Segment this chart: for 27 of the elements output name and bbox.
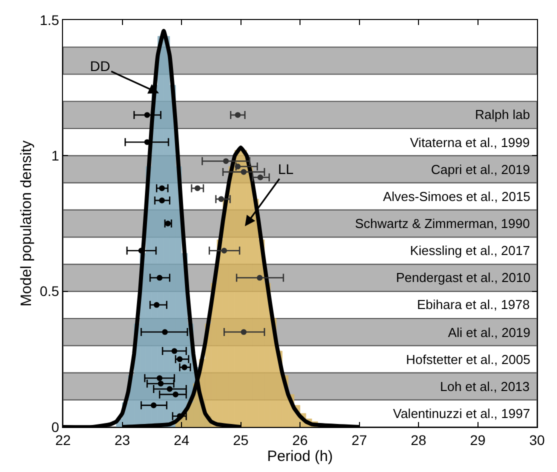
x-tick-label: 29	[470, 432, 486, 448]
band-label: Schwartz & Zimmerman, 1990	[355, 216, 530, 231]
x-tick-label: 27	[351, 432, 368, 448]
y-tick-label: 1.5	[40, 12, 60, 28]
x-axis-title: Period (h)	[267, 448, 333, 465]
x-tick-label: 26	[292, 432, 308, 448]
band-label: Vitaterna et al., 1999	[410, 135, 530, 150]
x-tick-label: 28	[410, 432, 426, 448]
band-label: Hofstetter et al., 2005	[406, 352, 530, 367]
x-tick-label: 25	[232, 432, 249, 448]
x-tick-label: 30	[529, 432, 545, 448]
band-label: Kiessling et al., 2017	[410, 243, 530, 258]
annotation: LL	[278, 161, 294, 177]
band-label: Alves-Simoes et al., 2015	[383, 189, 530, 204]
y-axis-title: Model population density	[18, 140, 35, 306]
y-tick-label: 1	[51, 148, 60, 164]
band-label: Ebihara et al., 1978	[417, 297, 530, 312]
x-tick-label: 24	[174, 432, 190, 448]
x-tick-label: 23	[114, 432, 130, 448]
band-label: Loh et al., 2013	[440, 379, 530, 394]
band-label: Ralph lab	[475, 107, 530, 122]
annotation: DD	[90, 58, 110, 74]
band-label: Capri et al., 2019	[431, 162, 530, 177]
band-label: Pendergast et al., 2010	[396, 270, 530, 285]
band-label: Valentinuzzi et al., 1997	[393, 406, 530, 421]
band-label: Ali et al., 2019	[448, 325, 530, 340]
y-tick-label: 0.5	[40, 283, 60, 300]
